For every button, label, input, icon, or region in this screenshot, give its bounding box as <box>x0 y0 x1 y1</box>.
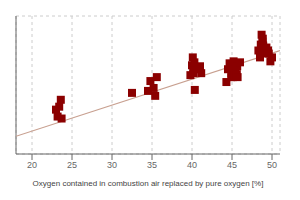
svg-text:35: 35 <box>147 160 157 170</box>
svg-text:45: 45 <box>227 160 237 170</box>
svg-text:25: 25 <box>67 160 77 170</box>
svg-text:20: 20 <box>27 160 37 170</box>
svg-text:30: 30 <box>107 160 117 170</box>
svg-text:50: 50 <box>267 160 277 170</box>
svg-text:Oxygen contained in combustion: Oxygen contained in combustion air repla… <box>33 179 264 188</box>
svg-text:40: 40 <box>187 160 197 170</box>
